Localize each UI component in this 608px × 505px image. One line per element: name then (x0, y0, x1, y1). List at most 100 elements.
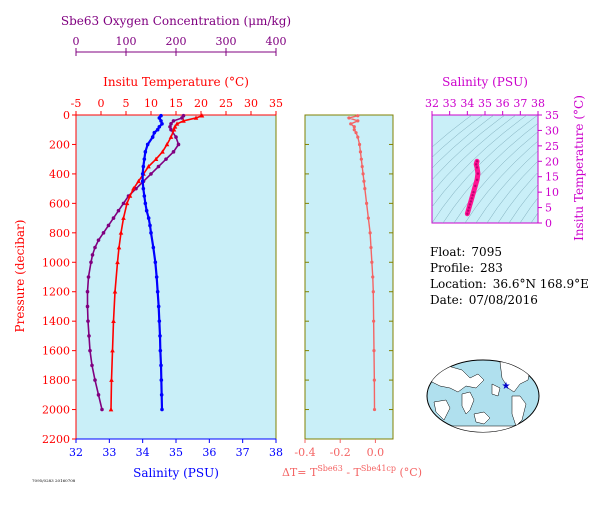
salinity-profile-point (156, 304, 161, 309)
ts-salinity-tick-label: 37 (513, 97, 527, 110)
delta-t-title-unit: (°C) (396, 466, 422, 479)
oxygen-profile-point (169, 122, 173, 126)
delta-t-tick-label: -0.4 (294, 446, 315, 459)
delta-t-point (352, 125, 356, 129)
ts-point (476, 172, 480, 175)
oxygen-tick-label: 400 (266, 35, 287, 48)
temperature-profile-point (118, 230, 124, 235)
oxygen-profile-point (174, 135, 178, 139)
pressure-tick-label: 2000 (42, 404, 70, 417)
oxygen-profile-point (111, 216, 116, 220)
ts-temperature-title: Insitu Temperature (°C) (572, 95, 586, 241)
ts-salinity-tick-label: 35 (478, 97, 492, 110)
delta-t-point (362, 179, 366, 183)
salinity-tick-label: 32 (69, 446, 83, 459)
oxygen-profile-point (101, 231, 106, 235)
ts-temperature-tick-label: 10 (545, 186, 559, 199)
delta-t-point (371, 275, 375, 279)
delta-t-title-main: ΔT= T (282, 466, 318, 479)
oxygen-profile-point (116, 208, 121, 213)
salinity-profile-point (155, 289, 160, 294)
temperature-profile-point (172, 124, 178, 129)
temperature-profile-point (121, 215, 126, 220)
delta-t-point (371, 290, 375, 294)
main-profile-panel (75, 114, 277, 440)
temperature-profile-point (110, 348, 115, 353)
delta-t-point (372, 407, 377, 412)
delta-t-point (361, 172, 365, 176)
temperature-tick-label: 10 (144, 97, 158, 110)
oxygen-tick-label: 200 (166, 35, 187, 48)
delta-t-point (372, 319, 376, 323)
ts-point (467, 209, 470, 212)
pressure-tick-label: 200 (49, 138, 70, 151)
oxygen-profile-point (100, 407, 104, 412)
temperature-profile-point (108, 407, 114, 412)
salinity-profile-point (152, 130, 157, 135)
temperature-profile-point (199, 113, 205, 118)
salinity-tick-label: 35 (169, 446, 183, 459)
ts-point (475, 160, 479, 163)
pressure-tick-label: 800 (49, 227, 70, 240)
float-info-block: Float: 7095 Profile: 283 Location: 36.6°N 1… (430, 244, 595, 308)
data-layer (85, 113, 481, 412)
isopycnal-line (497, 171, 538, 223)
ts-isopycnal-lines (432, 115, 538, 223)
oxygen-profile-point (90, 253, 95, 257)
float-row: Float: 7095 (430, 244, 595, 260)
ts-temperature-tick-label: 25 (545, 140, 559, 153)
delta-t-point (357, 142, 362, 147)
oxygen-profile-point (86, 319, 90, 323)
delta-t-point (372, 378, 376, 382)
delta-t-point (352, 128, 356, 132)
salinity-axis-title: Salinity (PSU) (133, 466, 219, 480)
date-value: 07/08/2016 (468, 293, 538, 307)
ts-diagram-panel (431, 114, 539, 224)
pressure-tick-label: 1400 (42, 315, 70, 328)
oxygen-profile-point (171, 119, 176, 123)
temperature-tick-label: 15 (169, 97, 183, 110)
ts-point (466, 212, 469, 215)
salinity-tick-label: 34 (136, 446, 150, 459)
temperature-profile-point (116, 245, 122, 250)
salinity-profile-point (144, 208, 149, 213)
temperature-profile-point (146, 164, 151, 169)
oxygen-tick-label: 0 (73, 35, 80, 48)
salinity-profile-point (159, 378, 164, 382)
temperature-tick-label: -5 (71, 97, 82, 110)
temperature-profile-point (124, 200, 130, 206)
delta-t-point (347, 116, 351, 120)
ts-point (474, 163, 478, 166)
oxygen-profile-point (156, 164, 161, 169)
location-value: 36.6°N 168.9°E (492, 277, 589, 291)
ts-salinity-title: Salinity (PSU) (442, 75, 528, 89)
oxygen-profile-point (171, 150, 176, 154)
salinity-profile-point (143, 201, 148, 206)
salinity-profile-point (158, 334, 162, 338)
isopycnal-line (432, 115, 538, 223)
ts-temperature-tick-label: 15 (545, 171, 559, 184)
salinity-profile-point (151, 245, 156, 250)
oxygen-profile-point (169, 127, 173, 132)
salinity-tick-label: 38 (269, 446, 283, 459)
temperature-tick-label: 20 (194, 97, 208, 110)
temperature-profile-point (168, 134, 174, 139)
oxygen-profile-point (96, 393, 101, 397)
ts-point (474, 184, 477, 188)
pressure-tick-label: 2200 (42, 433, 70, 446)
ts-salinity-tick-label: 36 (496, 97, 510, 110)
isopycnal-line (453, 131, 538, 223)
oxygen-profile-point (121, 201, 126, 206)
temperature-tick-label: 30 (244, 97, 258, 110)
ts-point (472, 190, 475, 194)
delta-t-title-sup2: Sbe41cp (361, 464, 396, 473)
temperature-profile-point (160, 149, 165, 154)
salinity-profile-point (157, 116, 162, 120)
pressure-tick-label: 1200 (42, 286, 70, 299)
ts-temperature-tick-label: 5 (545, 202, 552, 215)
temperature-profile-point (112, 289, 118, 294)
salinity-profile-point (159, 119, 163, 123)
ts-point (467, 206, 471, 209)
